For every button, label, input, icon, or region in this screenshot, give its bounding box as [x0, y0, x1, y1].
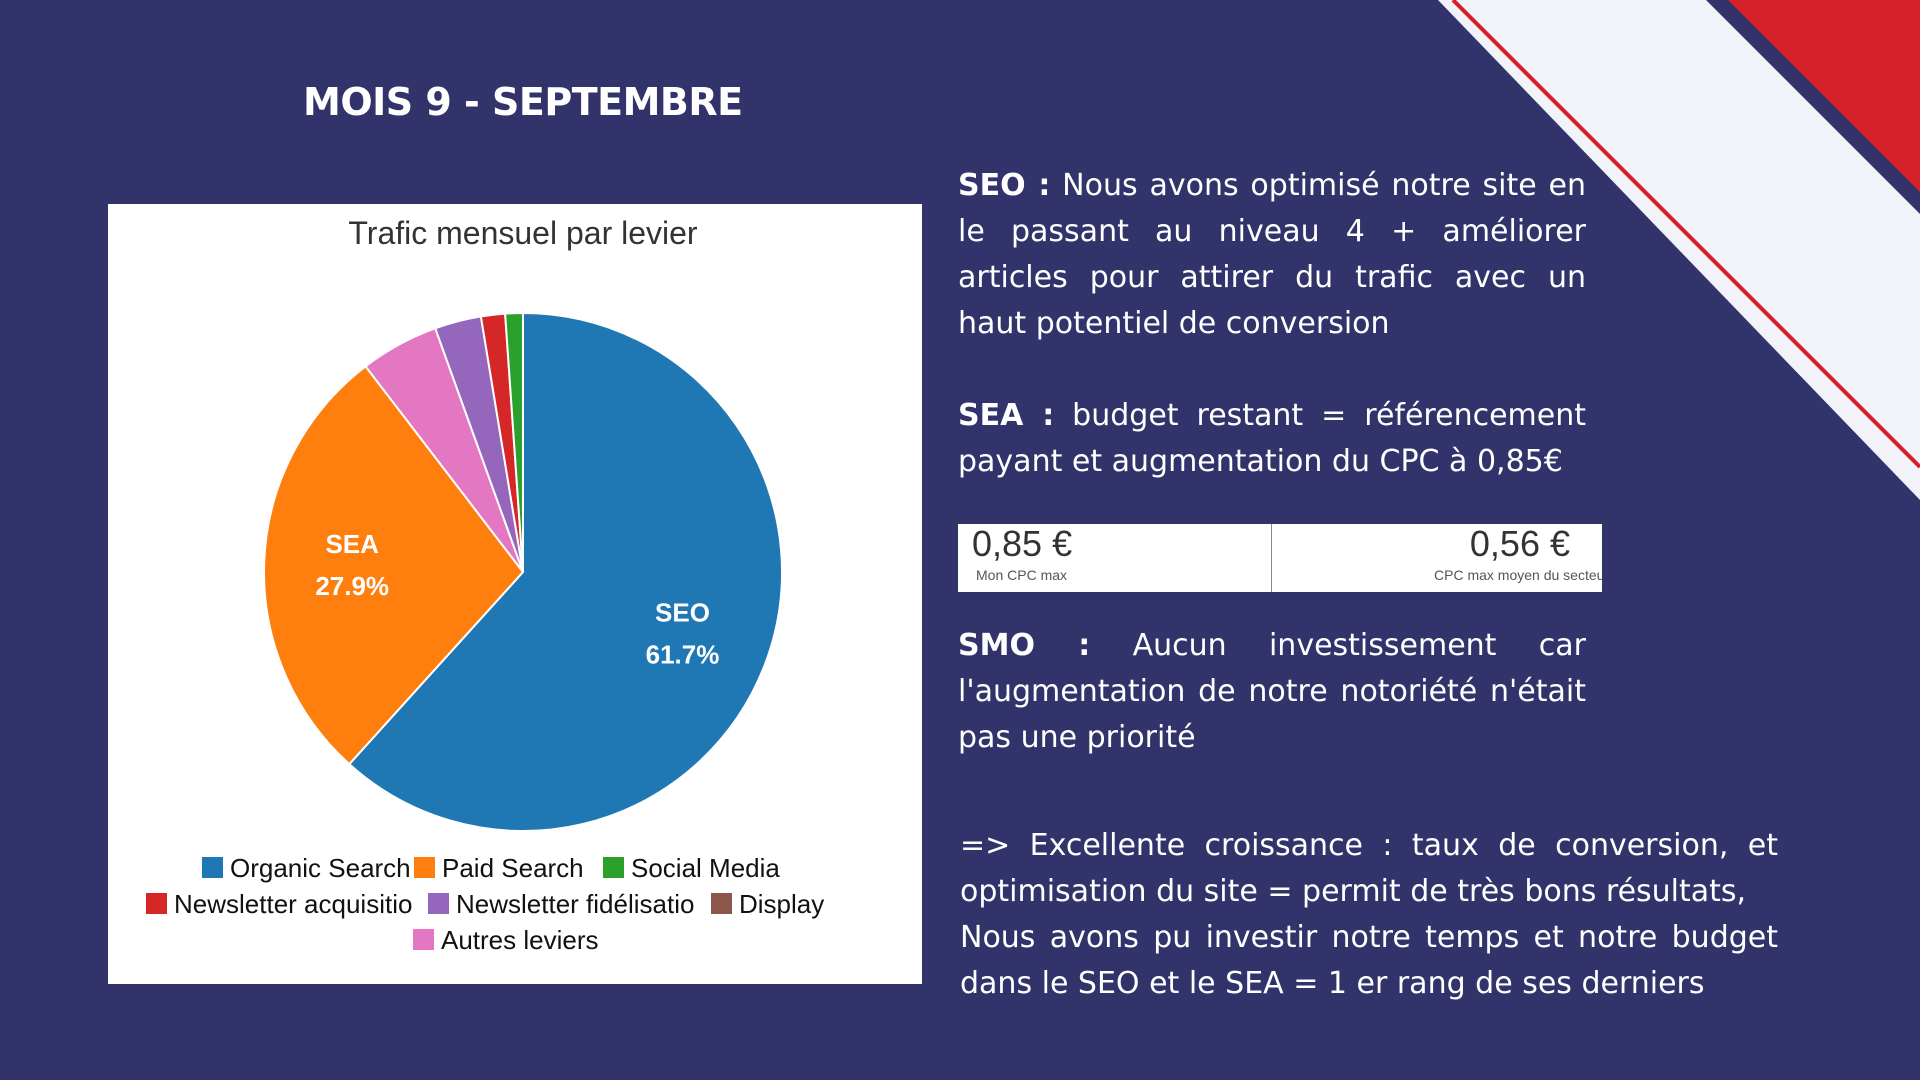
legend-swatch-social-media	[603, 857, 624, 878]
cpc-mine-value: 0,85 €	[972, 524, 1073, 564]
slice-label-seo: SEO	[655, 597, 710, 627]
cpc-mine-cell: 0,85 € Mon CPC max	[958, 524, 1272, 592]
cpc-sector-cell: 0,56 € CPC max moyen du secteu	[1272, 524, 1602, 592]
corner-red-triangle	[1728, 0, 1920, 192]
chart-title: Trafic mensuel par levier	[348, 215, 698, 251]
smo-label: SMO :	[958, 628, 1091, 663]
conclusion-line-2: Nous avons pu investir notre temps et no…	[960, 920, 1778, 1001]
corner-white-line	[1696, 0, 1920, 224]
legend-label-autres-leviers: Autres leviers	[441, 925, 599, 955]
cpc-sector-label: CPC max moyen du secteu	[1434, 567, 1602, 583]
sea-paragraph: SEA : budget restant = référencement pay…	[958, 393, 1586, 485]
pie-slice-social-media	[504, 311, 524, 573]
page-title: MOIS 9 - SEPTEMBRE	[303, 80, 743, 124]
slice-percent-sea: 27.9%	[315, 571, 389, 601]
sea-label: SEA :	[958, 398, 1055, 433]
cpc-comparison: 0,85 € Mon CPC max 0,56 € CPC max moyen …	[958, 524, 1602, 592]
pie-chart: Trafic mensuel par levier SEO 61.7% SEA 27.9…	[146, 215, 824, 955]
cpc-sector-value: 0,56 €	[1469, 524, 1570, 564]
corner-red-line-thin	[1451, 0, 1920, 469]
legend-label-newsletter-acquisitio: Newsletter acquisitio	[174, 889, 412, 919]
legend-swatch-organic-search	[202, 857, 223, 878]
smo-body: Aucun investissement car l'augmentation …	[958, 628, 1586, 755]
seo-label: SEO :	[958, 168, 1051, 203]
legend-swatch-autres-leviers	[413, 929, 434, 950]
chart-card: Trafic mensuel par levier SEO 61.7% SEA 27.9…	[108, 204, 922, 984]
sea-body: budget restant = référencement payant et…	[958, 398, 1586, 479]
seo-paragraph: SEO : Nous avons optimisé notre site en …	[958, 163, 1586, 347]
legend-label-display: Display	[739, 889, 824, 919]
legend-label-social-media: Social Media	[631, 853, 780, 883]
legend-swatch-paid-search	[414, 857, 435, 878]
slice-label-sea: SEA	[325, 529, 379, 559]
pie-slice-paid-search	[263, 364, 525, 766]
smo-paragraph: SMO : Aucun investissement car l'augment…	[958, 623, 1586, 761]
legend-label-newsletter-fidelisatio: Newsletter fidélisatio	[456, 889, 694, 919]
legend-label-organic-search: Organic Search	[230, 853, 411, 883]
legend-swatch-display	[711, 893, 732, 914]
slice-percent-seo: 61.7%	[646, 639, 720, 669]
legend-label-paid-search: Paid Search	[442, 853, 584, 883]
cpc-mine-label: Mon CPC max	[976, 567, 1068, 583]
seo-body: Nous avons optimisé notre site en le pas…	[958, 168, 1586, 341]
legend-swatch-newsletter-acquisitio	[146, 893, 167, 914]
legend-swatch-newsletter-fidelisatio	[428, 893, 449, 914]
corner-light-stripe	[1438, 0, 1920, 500]
conclusion-paragraph: => Excellente croissance : taux de conve…	[960, 823, 1778, 1007]
pie-slice-organic-search	[347, 311, 783, 832]
conclusion-line-1: => Excellente croissance : taux de conve…	[960, 828, 1778, 909]
